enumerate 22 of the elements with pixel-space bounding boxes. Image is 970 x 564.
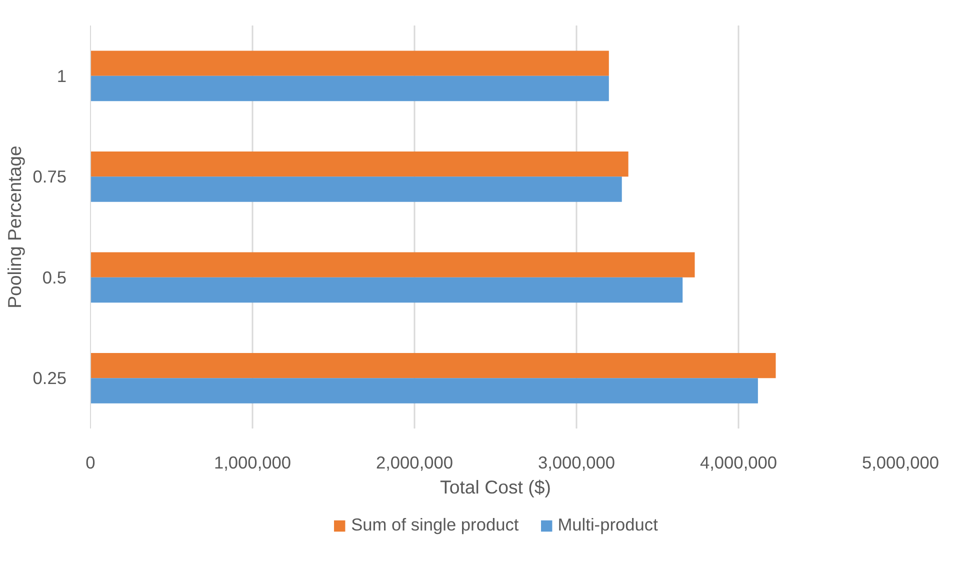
- y-tick-label: 0.75: [32, 166, 67, 187]
- bar: [90, 277, 683, 303]
- y-tick-label: 0.5: [42, 267, 67, 288]
- x-tick-label: 2,000,000: [376, 452, 454, 472]
- bar: [90, 76, 609, 102]
- legend-label: Multi-product: [558, 514, 658, 536]
- bar: [90, 252, 695, 278]
- bar: [90, 352, 776, 378]
- y-tick-label: 0.25: [32, 368, 67, 388]
- bar: [90, 50, 609, 76]
- bar: [90, 176, 622, 202]
- x-tick-label: 0: [86, 452, 96, 472]
- y-tick-label: 1: [56, 66, 67, 86]
- x-tick-label: 5,000,000: [862, 452, 940, 472]
- y-axis-title: Pooling Percentage: [4, 146, 25, 308]
- x-tick-label: 4,000,000: [700, 452, 778, 472]
- x-tick-label: 3,000,000: [538, 452, 616, 472]
- x-axis-title: Total Cost ($): [440, 476, 551, 498]
- x-tick-label: 1,000,000: [214, 452, 292, 472]
- legend-label: Sum of single product: [351, 514, 519, 536]
- bar: [90, 151, 628, 177]
- bar: [90, 378, 758, 404]
